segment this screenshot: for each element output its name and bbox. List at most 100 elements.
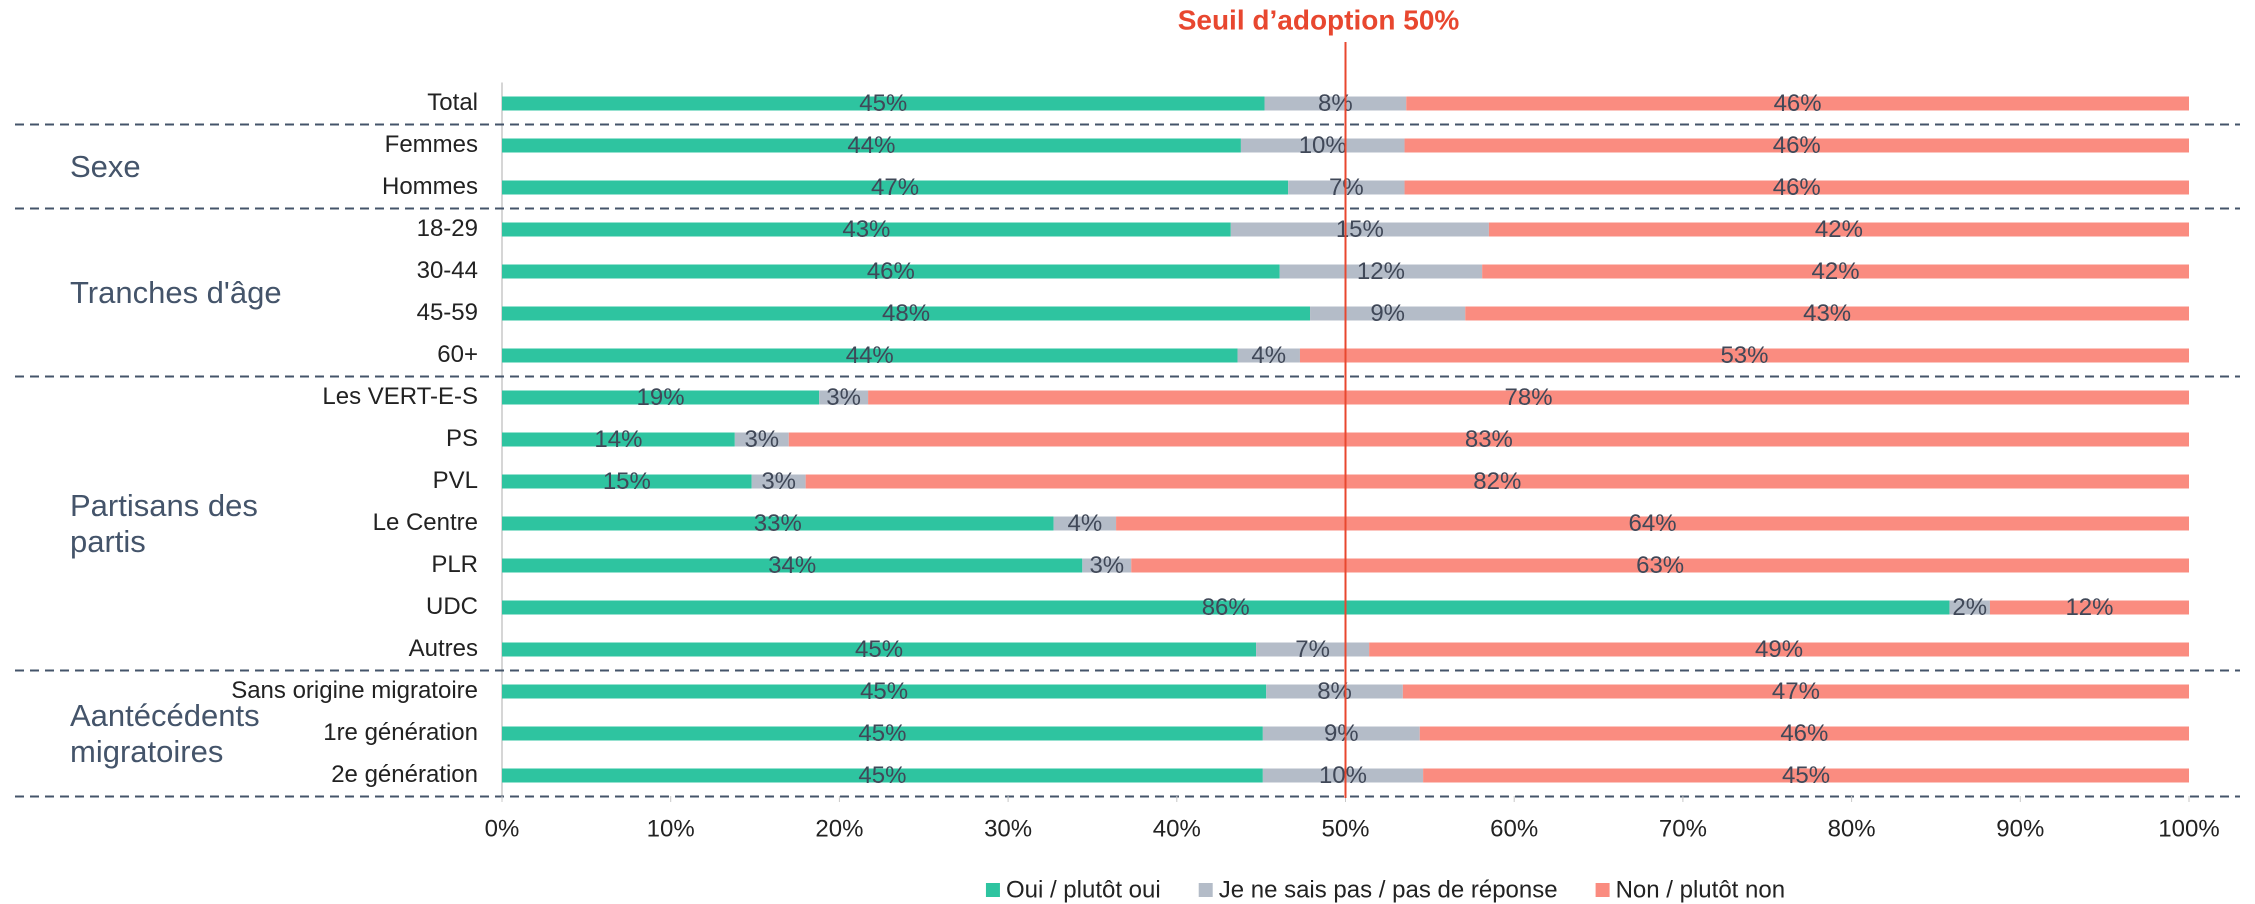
bar-segment bbox=[1488, 222, 2189, 237]
category-label: Hommes bbox=[382, 173, 478, 200]
category-label: UDC bbox=[426, 593, 478, 620]
value-label: 44% bbox=[846, 342, 894, 369]
category-label: Sans origine migratoire bbox=[231, 677, 478, 704]
threshold-label: Seuil d’adoption 50% bbox=[1178, 4, 1460, 35]
bar-segment bbox=[1262, 768, 1424, 783]
value-label: 45% bbox=[859, 90, 907, 117]
bar-segment bbox=[1237, 348, 1300, 363]
legend-swatch bbox=[985, 883, 1000, 897]
value-label: 82% bbox=[1473, 468, 1521, 495]
bar-segment bbox=[1262, 726, 1420, 741]
value-label: 3% bbox=[744, 426, 779, 453]
category-label: 60+ bbox=[437, 341, 478, 368]
category-label: 30-44 bbox=[417, 257, 478, 284]
value-label: 42% bbox=[1815, 216, 1863, 243]
value-label: 3% bbox=[761, 468, 796, 495]
value-label: 9% bbox=[1370, 300, 1405, 327]
category-label: PLR bbox=[431, 551, 478, 578]
value-label: 2% bbox=[1952, 594, 1987, 621]
bar-segment bbox=[502, 306, 1311, 321]
bar-segment bbox=[502, 432, 735, 447]
bar-segment bbox=[1053, 516, 1117, 531]
bar-segment bbox=[502, 684, 1267, 699]
value-label: 15% bbox=[603, 468, 651, 495]
value-label: 7% bbox=[1295, 636, 1330, 663]
bar-segment bbox=[502, 96, 1265, 111]
bar-segment bbox=[1404, 138, 2189, 153]
bar-segment bbox=[502, 180, 1289, 195]
value-label: 78% bbox=[1505, 384, 1553, 411]
value-label: 33% bbox=[754, 510, 802, 537]
legend-label: Je ne sais pas / pas de réponse bbox=[1219, 876, 1558, 903]
bar-segment bbox=[502, 768, 1263, 783]
value-label: 45% bbox=[858, 762, 906, 789]
bar-segment bbox=[1465, 306, 2189, 321]
x-tick-label: 100% bbox=[2158, 815, 2219, 842]
category-label: PS bbox=[446, 425, 478, 452]
group-label: Sexe bbox=[70, 148, 141, 184]
bar-segment bbox=[1256, 642, 1370, 657]
bar-segment bbox=[1116, 516, 2189, 531]
bar-segment bbox=[1230, 222, 1489, 237]
group-label: Aantécédents migratoires bbox=[70, 697, 260, 769]
group-label: Tranches d'âge bbox=[70, 274, 282, 310]
x-tick-label: 10% bbox=[647, 815, 695, 842]
value-label: 43% bbox=[842, 216, 890, 243]
bar-segment bbox=[502, 474, 752, 489]
value-label: 8% bbox=[1317, 678, 1352, 705]
value-label: 3% bbox=[1089, 552, 1124, 579]
value-label: 46% bbox=[867, 258, 915, 285]
bar-segment bbox=[1310, 306, 1466, 321]
value-label: 86% bbox=[1202, 594, 1250, 621]
value-label: 8% bbox=[1318, 90, 1353, 117]
bar-segment bbox=[1279, 264, 1483, 279]
value-label: 3% bbox=[826, 384, 861, 411]
value-label: 19% bbox=[637, 384, 685, 411]
bar-segment bbox=[1949, 600, 1990, 615]
value-label: 83% bbox=[1465, 426, 1513, 453]
bar-segment bbox=[788, 432, 2189, 447]
x-tick-label: 80% bbox=[1828, 815, 1876, 842]
x-tick-label: 90% bbox=[1996, 815, 2044, 842]
value-label: 42% bbox=[1812, 258, 1860, 285]
bar-segment bbox=[1482, 264, 2189, 279]
category-label: Les VERT-E-S bbox=[322, 383, 478, 410]
bar-segment bbox=[502, 390, 820, 405]
value-label: 53% bbox=[1720, 342, 1768, 369]
category-label: PVL bbox=[433, 467, 478, 494]
bar-segment bbox=[1266, 684, 1403, 699]
x-tick-label: 40% bbox=[1153, 815, 1201, 842]
value-label: 64% bbox=[1629, 510, 1677, 537]
bar-segment bbox=[868, 390, 2189, 405]
x-tick-label: 20% bbox=[815, 815, 863, 842]
x-tick-label: 60% bbox=[1490, 815, 1538, 842]
bar-segment bbox=[1402, 684, 2189, 699]
value-label: 45% bbox=[855, 636, 903, 663]
category-label: 18-29 bbox=[417, 215, 478, 242]
value-label: 46% bbox=[1773, 132, 1821, 159]
category-label: 2e génération bbox=[331, 761, 478, 788]
category-label: 1re génération bbox=[323, 719, 478, 746]
category-label: Total bbox=[427, 89, 478, 116]
group-label: Partisans des partis bbox=[70, 487, 258, 559]
value-label: 10% bbox=[1319, 762, 1367, 789]
value-label: 47% bbox=[871, 174, 919, 201]
bar-segment bbox=[502, 516, 1054, 531]
bar-segment bbox=[502, 138, 1241, 153]
category-label: Femmes bbox=[385, 131, 478, 158]
value-label: 46% bbox=[1774, 90, 1822, 117]
bar-segment bbox=[502, 264, 1280, 279]
value-label: 63% bbox=[1636, 552, 1684, 579]
bar-segment bbox=[502, 348, 1238, 363]
value-label: 14% bbox=[594, 426, 642, 453]
value-label: 48% bbox=[882, 300, 930, 327]
bar-segment bbox=[1240, 138, 1405, 153]
value-label: 45% bbox=[1782, 762, 1830, 789]
bar-segment bbox=[1989, 600, 2189, 615]
bar-segment bbox=[502, 726, 1263, 741]
value-label: 4% bbox=[1068, 510, 1103, 537]
legend-label: Non / plutôt non bbox=[1616, 876, 1785, 903]
value-label: 9% bbox=[1324, 720, 1359, 747]
bar-segment bbox=[1404, 180, 2189, 195]
bar-segment bbox=[1369, 642, 2189, 657]
